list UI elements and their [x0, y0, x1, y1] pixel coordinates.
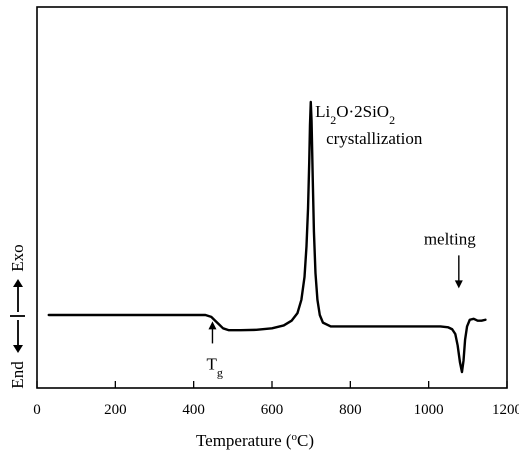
dsc-curve: [47, 100, 487, 374]
tg-arrowhead: [208, 321, 217, 330]
melting-arrowhead: [454, 280, 463, 289]
y-axis-endo-arrowhead: [13, 345, 23, 353]
annotation-layer: Li2O·2SiO2 crystallization Tg melting: [206, 102, 476, 379]
crystallization-label: crystallization: [326, 129, 423, 148]
y-axis-direction-label: End Exo: [8, 244, 27, 388]
crystallization-formula-label: Li2O·2SiO2: [315, 102, 395, 127]
tg-label: Tg: [206, 354, 222, 379]
x-axis-tick-label: 200: [104, 402, 127, 418]
x-axis-tick-label: 400: [182, 402, 205, 418]
x-axis-tick-label: 0: [33, 402, 41, 418]
x-axis-tick-label: 1000: [414, 402, 444, 418]
x-axis-tick-label: 1200: [492, 402, 519, 418]
plot-frame: [36, 6, 508, 389]
y-axis-exo-arrowhead: [13, 279, 23, 287]
x-axis-label: Temperature (oC): [196, 431, 314, 450]
x-axis-tick-label: 600: [261, 402, 284, 418]
x-axis-tick-labels: 0 200 400 600 800 1000 1200: [33, 402, 519, 418]
melting-label: melting: [424, 229, 476, 248]
y-axis-exo-label: Exo: [8, 244, 27, 271]
x-axis-ticks: [36, 381, 508, 388]
y-axis-endo-label: End: [8, 361, 27, 389]
x-axis-tick-label: 800: [339, 402, 362, 418]
series-layer: [47, 100, 487, 374]
